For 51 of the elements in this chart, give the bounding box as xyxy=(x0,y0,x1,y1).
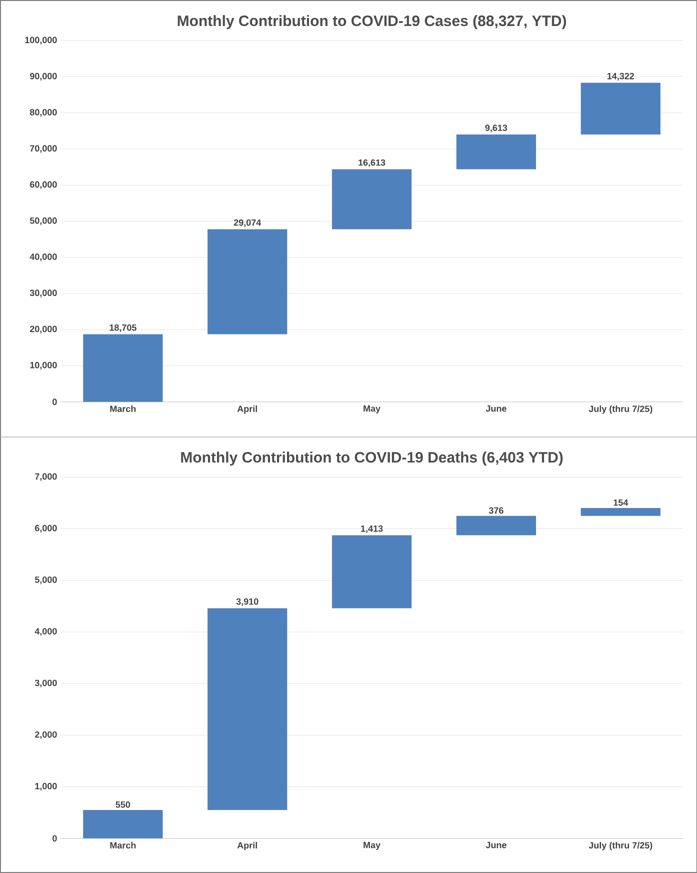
data-label: 9,613 xyxy=(485,124,507,132)
x-tick-label: March xyxy=(110,405,136,412)
data-label: 16,613 xyxy=(358,159,386,168)
data-label: 14,322 xyxy=(607,72,634,81)
x-tick-label: April xyxy=(237,405,257,414)
x-tick-label: July (thru 7/25) xyxy=(588,405,652,414)
data-label: 154 xyxy=(614,499,628,506)
bar xyxy=(456,134,536,170)
y-tick-label: 4,000 xyxy=(34,628,57,636)
data-label: 376 xyxy=(488,507,504,514)
bar xyxy=(580,508,660,516)
y-tick-label: 1,000 xyxy=(35,782,57,791)
x-tick-label: April xyxy=(237,842,257,850)
chart-title: Monthly Contribution to COVID-19 Deaths (6,403 YTD) xyxy=(180,452,562,466)
x-tick-label: June xyxy=(486,405,506,412)
x-tick-label: March xyxy=(110,842,136,849)
x-tick-label: May xyxy=(363,842,380,850)
x-tick-label: July (thru 7/25) xyxy=(588,842,652,850)
y-tick-label: 30,000 xyxy=(30,290,57,298)
y-tick-label: 40,000 xyxy=(30,254,57,262)
y-tick-label: 6,000 xyxy=(34,524,57,533)
y-tick-label: 5,000 xyxy=(34,576,57,584)
bar xyxy=(332,535,412,608)
data-label: 550 xyxy=(116,801,130,808)
data-label: 1,413 xyxy=(360,525,383,534)
x-tick-label: May xyxy=(363,405,380,414)
y-tick-label: 80,000 xyxy=(30,109,57,117)
bar xyxy=(207,608,287,810)
y-tick-label: 100,000 xyxy=(25,36,57,44)
y-tick-label: 50,000 xyxy=(30,217,57,226)
chart-title: Monthly Contribution to COVID-19 Cases (88,327, YTD) xyxy=(178,15,566,30)
bar xyxy=(82,334,163,402)
data-label: 18,705 xyxy=(110,324,136,332)
y-tick-label: 0 xyxy=(52,835,57,842)
y-tick-label: 2,000 xyxy=(34,731,57,740)
y-tick-label: 10,000 xyxy=(30,362,57,370)
bar xyxy=(82,810,163,838)
y-tick-label: 0 xyxy=(52,398,57,406)
y-tick-label: 3,000 xyxy=(34,680,57,688)
y-tick-label: 20,000 xyxy=(30,326,57,334)
y-tick-label: 60,000 xyxy=(30,181,57,189)
data-label: 3,910 xyxy=(236,598,258,606)
x-tick-label: June xyxy=(486,842,506,848)
bar xyxy=(456,516,536,536)
y-tick-label: 90,000 xyxy=(30,72,57,81)
bar xyxy=(332,169,412,230)
bar xyxy=(207,229,287,334)
data-label: 29,074 xyxy=(234,219,261,228)
bar xyxy=(580,82,660,135)
y-tick-label: 70,000 xyxy=(30,145,57,153)
y-tick-label: 7,000 xyxy=(34,473,57,481)
